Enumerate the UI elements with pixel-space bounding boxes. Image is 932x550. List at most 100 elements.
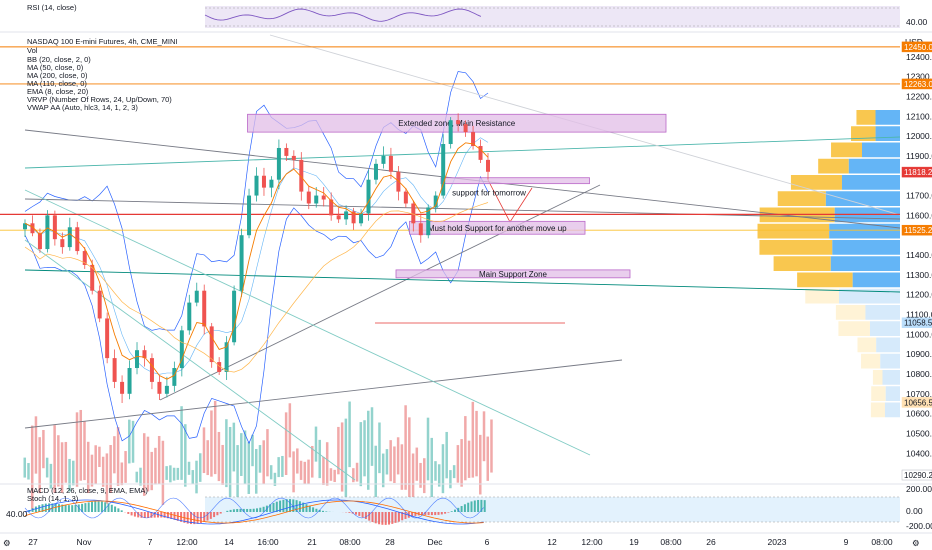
macd-bar (477, 499, 480, 512)
candle-body (381, 155, 386, 164)
candle-body (164, 385, 169, 394)
macd-bar (259, 507, 262, 512)
macd-bar (196, 512, 199, 524)
volume-bar (352, 468, 355, 483)
macd-bar (226, 510, 229, 512)
macd-bar (190, 512, 192, 525)
axis-settings-icon[interactable]: ⚙ (912, 538, 920, 548)
macd-bar (430, 512, 433, 516)
volume-bar (296, 448, 299, 474)
time-tick: Nov (76, 537, 92, 547)
price-tick: 12300.00 (906, 72, 932, 82)
macd-bar (460, 506, 463, 512)
macd-bar (58, 504, 60, 512)
candle-body (299, 159, 304, 192)
candle-body (217, 362, 222, 372)
macd-bar (444, 512, 447, 514)
price-tick: 11000.00 (906, 329, 932, 339)
macd-bar (308, 505, 311, 512)
volume-bar (367, 410, 370, 490)
price-badge (901, 166, 932, 178)
volume-bar (213, 400, 217, 475)
vrvp-row-up (825, 191, 900, 206)
macd-bar (54, 503, 57, 512)
volume-bar (120, 462, 124, 486)
volume-bar (434, 461, 437, 481)
candle-body (247, 195, 252, 236)
volume-bar (191, 470, 195, 485)
vrvp-row-up (869, 321, 900, 336)
legend-ma200: MA (200, close, 0) (27, 71, 88, 80)
volume-bar (139, 467, 142, 486)
volume-bar (64, 441, 68, 483)
volume-bar (225, 419, 228, 488)
volume-bar (45, 457, 49, 478)
volume-bar (83, 421, 86, 481)
legend-bb: BB (20, close, 2, 0) (27, 55, 91, 64)
vrvp-row-up (882, 370, 900, 385)
time-axis[interactable]: 27 Nov 7 12:00 14 16:00 21 08:00 28 Dec 6 12 12:00 19… (0, 532, 932, 548)
macd-bar (358, 512, 361, 516)
macd-bar (384, 512, 387, 525)
volume-bar (370, 407, 374, 466)
volume-bar (325, 442, 329, 486)
candle-body (254, 175, 259, 196)
macd-bar (219, 512, 222, 514)
volume-bar (49, 463, 53, 489)
macd-bar (355, 512, 357, 515)
volume-bar (374, 445, 377, 500)
macd-bar (120, 510, 123, 512)
macd-bar (87, 502, 90, 512)
volume-bar (135, 471, 139, 483)
macd-bar (127, 512, 130, 514)
vrvp-row-up (885, 386, 900, 401)
volume-bar (42, 430, 45, 469)
rsi-tick: 40.00 (906, 17, 928, 27)
vrvp-row-down (757, 223, 830, 239)
gear-icon[interactable]: ⚙ (3, 538, 11, 548)
time-tick: 08:00 (871, 537, 893, 547)
volume-bar (131, 420, 135, 463)
time-tick: 14 (224, 537, 234, 547)
macd-bar (401, 512, 404, 521)
macd-bar (84, 503, 87, 512)
candle-body (471, 132, 476, 146)
price-tick: 11300.00 (906, 270, 932, 280)
zone-label: Main Support Zone (479, 270, 548, 279)
candle-body (359, 213, 364, 224)
candle-body (261, 175, 266, 188)
candle-body (373, 163, 378, 180)
volume-bar (232, 422, 236, 472)
macd-bar (163, 512, 166, 518)
volume-bar (314, 426, 318, 462)
price-tick: 12400.00 (906, 52, 932, 62)
macd-bar (421, 512, 423, 516)
candle-body (67, 227, 72, 248)
volume-bar (113, 436, 116, 474)
time-tick: 12:00 (581, 537, 603, 547)
macd-bar (427, 512, 430, 516)
macd-bar (325, 511, 328, 512)
macd-bar (48, 503, 51, 512)
vrvp-row-up (829, 223, 900, 239)
macd-bar (61, 504, 64, 512)
price-badge (901, 469, 932, 481)
macd-bar (209, 512, 212, 519)
vrvp-row-down (861, 353, 881, 369)
vrvp-row-up (838, 288, 900, 304)
candle-body (486, 159, 490, 172)
price-axis[interactable]: USD 12400.0012300.0012200.0012100.001200… (900, 33, 932, 483)
macd-bar (81, 503, 84, 512)
volume-bar (333, 469, 336, 483)
zone-box (409, 220, 586, 235)
volume-bar (344, 418, 348, 506)
vrvp-row-up (880, 353, 900, 369)
volume-bar (419, 462, 422, 488)
volume-bar (269, 465, 273, 480)
volume-bar (206, 440, 209, 476)
trendline (24, 189, 591, 456)
time-tick: 27 (28, 537, 38, 547)
macd-bar (295, 500, 298, 512)
macd-bar (404, 512, 407, 519)
